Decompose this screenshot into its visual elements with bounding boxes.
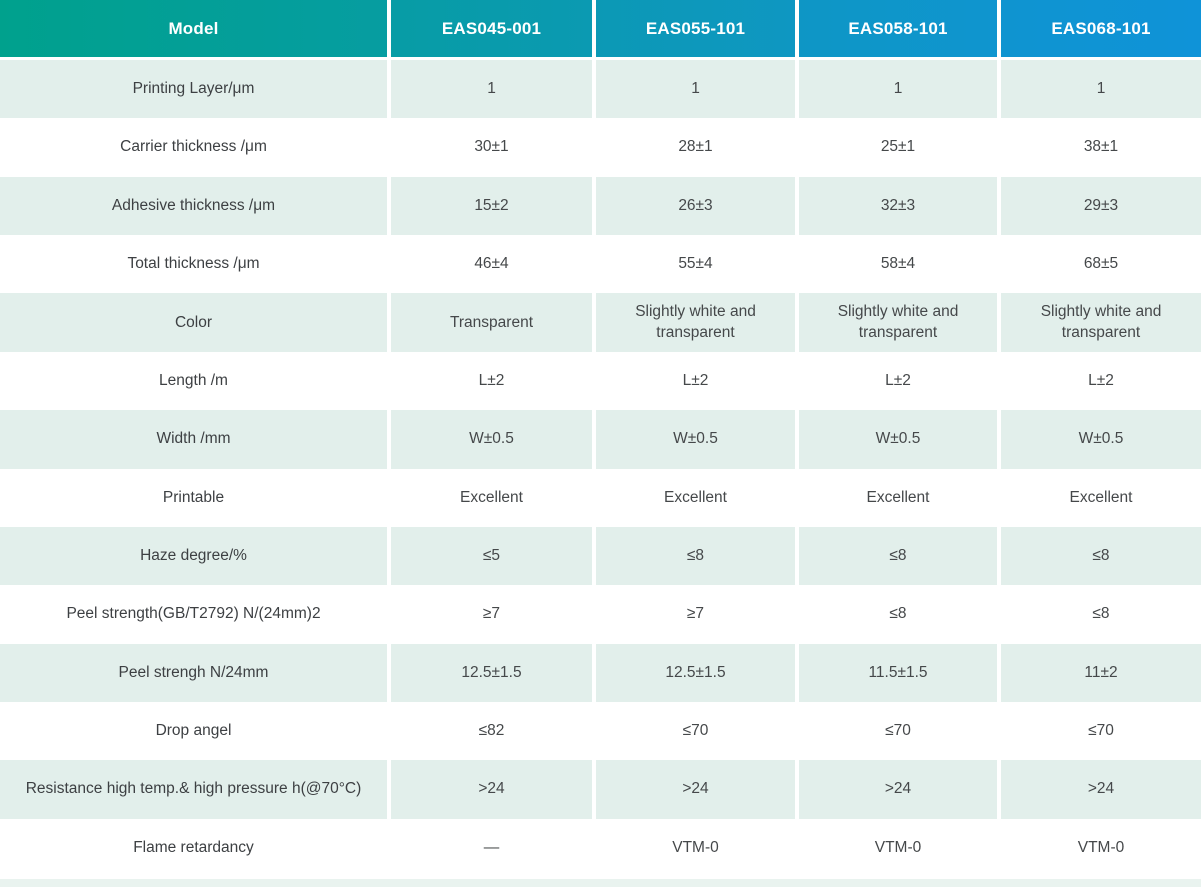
table-row: Haze degree/% ≤5 ≤8 ≤8 ≤8: [0, 526, 1201, 586]
table-row: Width /mm W±0.5 W±0.5 W±0.5 W±0.5: [0, 410, 1201, 469]
table-row: Color Transparent Slightly white and tra…: [0, 293, 1201, 352]
row-label-cell: Total thickness /μm: [127, 255, 260, 273]
table-row: Resistance high temp.& high pressure h(@…: [0, 760, 1201, 819]
value-cell-eas055-101: >24: [596, 760, 795, 819]
value-cell-eas058-101: ≤70: [885, 722, 911, 740]
value-cell-eas045-001: ≤5: [391, 526, 592, 586]
value-cell-eas058-101: ≤8: [889, 605, 907, 623]
row-label-cell: Width /mm: [0, 410, 387, 469]
value-cell-eas058-101: L±2: [885, 371, 911, 389]
table-row: Length /m L±2 L±2 L±2 L±2: [0, 352, 1201, 410]
value-cell-eas068-101: L±2: [1088, 371, 1114, 389]
value-cell-eas045-001: ≤82: [478, 722, 505, 740]
row-label-cell: Peel strengh N/24mm: [0, 643, 387, 702]
value-cell-eas068-101: >24: [1001, 760, 1201, 819]
value-cell-eas045-001: W±0.5: [391, 410, 592, 469]
value-cell-eas068-101: 38±1: [1083, 138, 1119, 156]
header-cell-model: Model: [0, 0, 387, 57]
table-row: Total thickness /μm 46±4 55±4 58±4 68±5: [0, 235, 1201, 293]
row-label-cell: Haze degree/%: [0, 526, 387, 586]
row-label-cell: Drop angel: [155, 722, 232, 740]
value-cell-eas068-101: VTM-0: [1077, 838, 1125, 856]
table-row: Carrier thickness /μm 30±1 28±1 25±1 38±…: [0, 118, 1201, 176]
row-label-cell: Resistance high temp.& high pressure h(@…: [0, 760, 387, 819]
value-cell-eas068-101: Excellent: [1069, 488, 1133, 506]
value-cell-eas058-101: 58±4: [880, 255, 916, 273]
table-row: Peel strength(GB/T2792) N/(24mm)2 ≥7 ≥7 …: [0, 585, 1201, 643]
value-cell-eas068-101: 11±2: [1001, 643, 1201, 702]
next-row-edge-strip: [0, 879, 1201, 887]
value-cell-eas058-101: Excellent: [866, 488, 930, 506]
value-cell-eas045-001: —: [483, 838, 500, 856]
value-cell-eas058-101: 25±1: [880, 138, 916, 156]
value-cell-eas045-001: 15±2: [391, 176, 592, 236]
header-cell-eas068-101: EAS068-101: [1001, 0, 1201, 57]
table-header-row: Model EAS045-001 EAS055-101 EAS058-101 E…: [0, 0, 1201, 57]
table-row: Printing Layer/μm 1 1 1 1: [0, 60, 1201, 119]
row-label-cell: Printing Layer/μm: [0, 60, 387, 119]
value-cell-eas068-101: 1: [1001, 60, 1201, 119]
header-cell-eas055-101: EAS055-101: [596, 0, 795, 57]
value-cell-eas055-101: Excellent: [664, 488, 727, 506]
value-cell-eas055-101: W±0.5: [596, 410, 795, 469]
value-cell-eas045-001: 12.5±1.5: [391, 643, 592, 702]
value-cell-eas068-101: ≤8: [1092, 605, 1110, 623]
value-cell-eas058-101: W±0.5: [799, 410, 997, 469]
value-cell-eas058-101: VTM-0: [874, 838, 922, 856]
table-row: Flame retardancy — VTM-0 VTM-0 VTM-0: [0, 819, 1201, 877]
value-cell-eas068-101: ≤8: [1001, 526, 1201, 586]
table-row: Adhesive thickness /μm 15±2 26±3 32±3 29…: [0, 176, 1201, 236]
value-cell-eas045-001: L±2: [478, 371, 505, 389]
value-cell-eas055-101: 26±3: [596, 176, 795, 236]
value-cell-eas055-101: 12.5±1.5: [596, 643, 795, 702]
value-cell-eas055-101: 28±1: [678, 138, 713, 156]
value-cell-eas045-001: 46±4: [474, 255, 509, 273]
value-cell-eas045-001: >24: [391, 760, 592, 819]
value-cell-eas068-101: Slightly white and transparent: [1001, 293, 1201, 352]
value-cell-eas055-101: VTM-0: [672, 838, 719, 856]
header-cell-eas045-001: EAS045-001: [391, 0, 592, 57]
value-cell-eas058-101: ≤8: [799, 526, 997, 586]
value-cell-eas058-101: Slightly white and transparent: [799, 293, 997, 352]
value-cell-eas068-101: ≤70: [1088, 722, 1114, 740]
row-label-cell: Peel strength(GB/T2792) N/(24mm)2: [66, 605, 321, 623]
value-cell-eas055-101: ≤70: [682, 722, 709, 740]
value-cell-eas055-101: Slightly white and transparent: [596, 293, 795, 352]
value-cell-eas045-001: Excellent: [460, 488, 523, 506]
value-cell-eas058-101: 32±3: [799, 176, 997, 236]
value-cell-eas045-001: 1: [391, 60, 592, 119]
value-cell-eas055-101: ≤8: [596, 526, 795, 586]
row-label-cell: Adhesive thickness /μm: [0, 176, 387, 236]
value-cell-eas045-001: ≥7: [482, 605, 501, 623]
value-cell-eas068-101: W±0.5: [1001, 410, 1201, 469]
table-body: Printing Layer/μm 1 1 1 1 Carrier thickn…: [0, 60, 1201, 877]
value-cell-eas045-001: 30±1: [474, 138, 509, 156]
table-row: Drop angel ≤82 ≤70 ≤70 ≤70: [0, 702, 1201, 760]
value-cell-eas068-101: 68±5: [1083, 255, 1119, 273]
value-cell-eas058-101: >24: [799, 760, 997, 819]
row-label-cell: Printable: [162, 488, 225, 506]
value-cell-eas055-101: L±2: [682, 371, 709, 389]
row-label-cell: Carrier thickness /μm: [120, 138, 267, 156]
row-label-cell: Length /m: [159, 371, 228, 389]
value-cell-eas055-101: 55±4: [678, 255, 713, 273]
value-cell-eas068-101: 29±3: [1001, 176, 1201, 236]
value-cell-eas058-101: 1: [799, 60, 997, 119]
value-cell-eas055-101: 1: [596, 60, 795, 119]
value-cell-eas045-001: Transparent: [391, 293, 592, 352]
table-row: Printable Excellent Excellent Excellent …: [0, 469, 1201, 527]
header-cell-eas058-101: EAS058-101: [799, 0, 997, 57]
row-label-cell: Flame retardancy: [133, 838, 254, 856]
value-cell-eas058-101: 11.5±1.5: [799, 643, 997, 702]
value-cell-eas055-101: ≥7: [686, 605, 705, 623]
row-label-cell: Color: [0, 293, 387, 352]
table-row: Peel strengh N/24mm 12.5±1.5 12.5±1.5 11…: [0, 643, 1201, 702]
